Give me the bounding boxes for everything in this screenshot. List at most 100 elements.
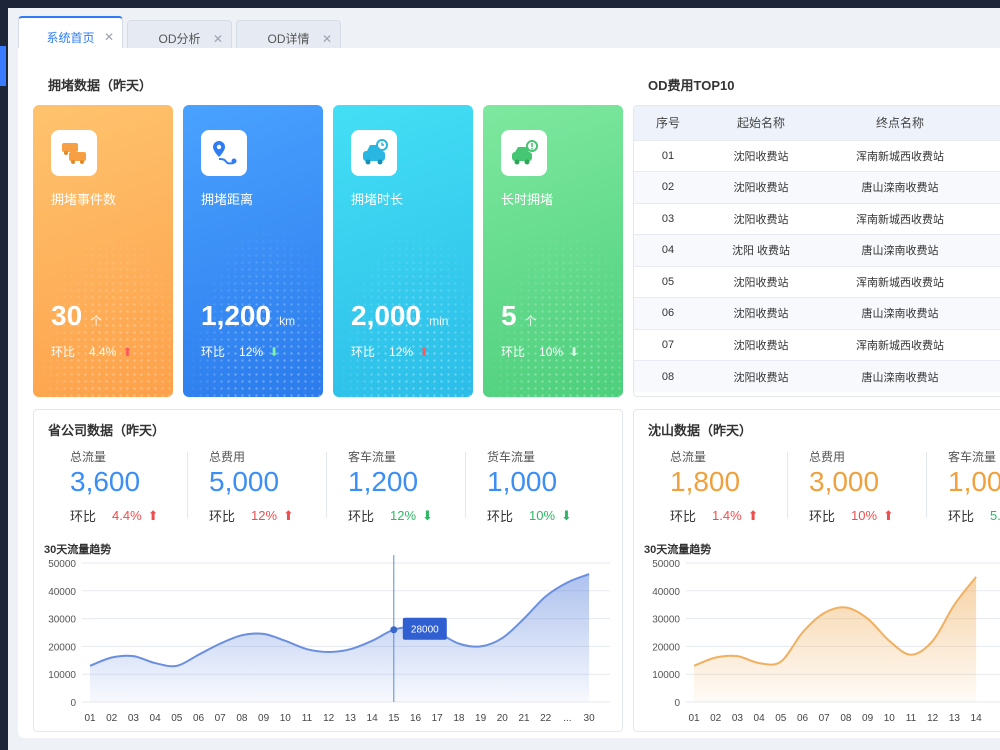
x-tick-label: 07 (215, 713, 227, 724)
stat-ratio: 环比 1.4% ⬆ (670, 507, 759, 525)
stat-value: 1,800 (670, 466, 741, 497)
table-cell: 08 (634, 360, 702, 392)
stat-value: 1,200 (348, 466, 419, 497)
table-cell: 沈阳收费站 (702, 139, 820, 172)
x-tick-label: 30 (584, 713, 596, 724)
y-tick-label: 50000 (48, 559, 76, 570)
card-congestion-distance[interactable]: 拥堵距离 1,200 km 环比 12% ⬇ (183, 105, 323, 397)
panel-title: 沈山数据（昨天） (648, 423, 753, 438)
table-row[interactable]: 01沈阳收费站浑南新城西收费站50 (634, 139, 1000, 172)
arrow-up-icon: ⬆ (147, 507, 159, 523)
stat-ratio: 环比 10% ⬆ (809, 507, 894, 525)
shenshan-panel: 沈山数据（昨天） 总流量 1,800 环比 1.4% ⬆ 总费用 3,000 环比 10% ⬆ 客车… (633, 409, 1000, 732)
shenshan-flow-chart: 0 10000 20000 30000 40000 50000 01 02 03 04 05 06 07… (652, 559, 1000, 724)
card-value: 2,000 min (351, 300, 449, 331)
od-cost-table: 序号 起始名称 终点名称 费用 01沈阳收费站浑南新城西收费站5002沈阳收费站… (633, 105, 1000, 397)
table-cell: 浑南新城西收费站 (820, 328, 980, 361)
stat-value: 1,000 (948, 466, 1000, 497)
table-cell: 05 (634, 265, 702, 298)
y-tick-label: 50000 (652, 559, 680, 570)
x-tick-label: 13 (345, 713, 357, 724)
table-cell: 浑南新城西收费站 (820, 202, 980, 235)
table-cell: 40 (980, 297, 1000, 329)
arrow-up-icon: ⬆ (419, 344, 430, 359)
x-tick-label: 19 (475, 713, 487, 724)
stat-block: 总流量 1,800 环比 1.4% ⬆ (648, 448, 788, 524)
x-tick-label: 10 (280, 713, 292, 724)
stat-block: 总流量 3,600 环比 4.4% ⬆ (48, 448, 188, 524)
y-tick-label: 0 (70, 698, 76, 709)
table-row[interactable]: 06沈阳收费站唐山滦南收费站40 (634, 297, 1000, 329)
x-tick-label: 08 (236, 713, 248, 724)
arrow-down-icon: ⬇ (269, 344, 280, 359)
table-row[interactable]: 02沈阳收费站唐山滦南收费站40 (634, 171, 1000, 203)
table-cell: 50 (980, 139, 1000, 172)
table-cell: 04 (634, 234, 702, 266)
x-tick-label: 10 (884, 713, 896, 724)
y-tick-label: 30000 (652, 615, 680, 626)
table-cell: 02 (634, 171, 702, 203)
card-label: 长时拥堵 (501, 192, 554, 207)
stat-ratio: 环比 10% ⬇ (487, 507, 572, 525)
x-tick-label: 04 (754, 713, 766, 724)
table-cell: 沈阳收费站 (702, 265, 820, 298)
x-tick-label: 05 (775, 713, 787, 724)
table-cell: 沈阳收费站 (702, 202, 820, 235)
sidebar-active-indicator (0, 46, 6, 86)
close-icon[interactable]: ✕ (321, 31, 332, 46)
x-tick-label: 01 (688, 713, 700, 724)
top-bar (0, 0, 1000, 8)
chart-title: 30天流量趋势 (44, 544, 112, 556)
stat-label: 货车流量 (487, 450, 536, 464)
x-tick-label: 12 (323, 713, 335, 724)
table-cell: 唐山滦南收费站 (820, 171, 980, 203)
arrow-down-icon: ⬇ (561, 507, 572, 523)
x-tick-label: 09 (862, 713, 874, 724)
x-tick-label: 22 (540, 713, 552, 724)
stat-label: 总流量 (670, 450, 707, 464)
hover-point[interactable] (390, 626, 398, 634)
x-tick-label: 02 (106, 713, 118, 724)
table-row[interactable]: 08沈阳收费站唐山滦南收费站40 (634, 360, 1000, 392)
dashboard-content: 拥堵数据（昨天） OD费用TOP10 拥堵事件数 30 个 环比 4.4% ⬆ 拥堵距… (18, 48, 1000, 738)
table-row[interactable]: 07沈阳收费站浑南新城西收费站50 (634, 328, 1000, 361)
stat-value: 1,000 (487, 466, 558, 497)
close-icon[interactable]: ✕ (103, 30, 114, 44)
column-header: 终点名称 (820, 106, 980, 140)
table-cell: 50 (980, 202, 1000, 235)
x-tick-label: 13 (949, 713, 961, 724)
card-congestion-duration[interactable]: 拥堵时长 2,000 min 环比 12% ⬆ (333, 105, 473, 397)
stat-label: 客车流量 (948, 450, 997, 464)
x-tick-label: 17 (432, 713, 444, 724)
table-cell: 浑南新城西收费站 (820, 265, 980, 298)
arrow-up-icon: ⬆ (883, 507, 894, 523)
close-icon[interactable]: ✕ (212, 31, 223, 46)
province-panel: 省公司数据（昨天） 总流量 3,600 环比 4.4% ⬆ 总费用 5,000 环比 12% ⬆ 客… (33, 409, 623, 732)
x-tick-label: 01 (84, 713, 96, 724)
table-cell: 沈阳收费站 (702, 360, 820, 392)
y-tick-label: 30000 (48, 615, 76, 626)
arrow-up-icon: ⬆ (283, 507, 294, 523)
card-pattern (183, 217, 323, 397)
x-tick-label: 11 (906, 713, 917, 724)
table-cell: 40 (980, 360, 1000, 392)
x-tick-label: 07 (819, 713, 831, 724)
card-congestion-events[interactable]: 拥堵事件数 30 个 环比 4.4% ⬆ (33, 105, 173, 397)
arrow-down-icon: ⬇ (569, 344, 580, 359)
x-tick-label: 09 (258, 713, 270, 724)
divider (787, 452, 788, 518)
table-row[interactable]: 03沈阳收费站浑南新城西收费站50 (634, 202, 1000, 235)
table-cell: 沈阳收费站 (702, 171, 820, 203)
series-line (89, 573, 590, 668)
tab-label: OD分析 (158, 32, 201, 46)
stat-label: 总费用 (209, 450, 246, 464)
table-cell: 40 (980, 234, 1000, 266)
divider (187, 452, 188, 518)
stat-value: 3,600 (70, 466, 141, 497)
table-cell: 06 (634, 297, 702, 329)
car-clock-icon (351, 130, 397, 176)
table-row[interactable]: 05沈阳收费站浑南新城西收费站50 (634, 265, 1000, 298)
x-tick-label: 14 (971, 713, 983, 724)
